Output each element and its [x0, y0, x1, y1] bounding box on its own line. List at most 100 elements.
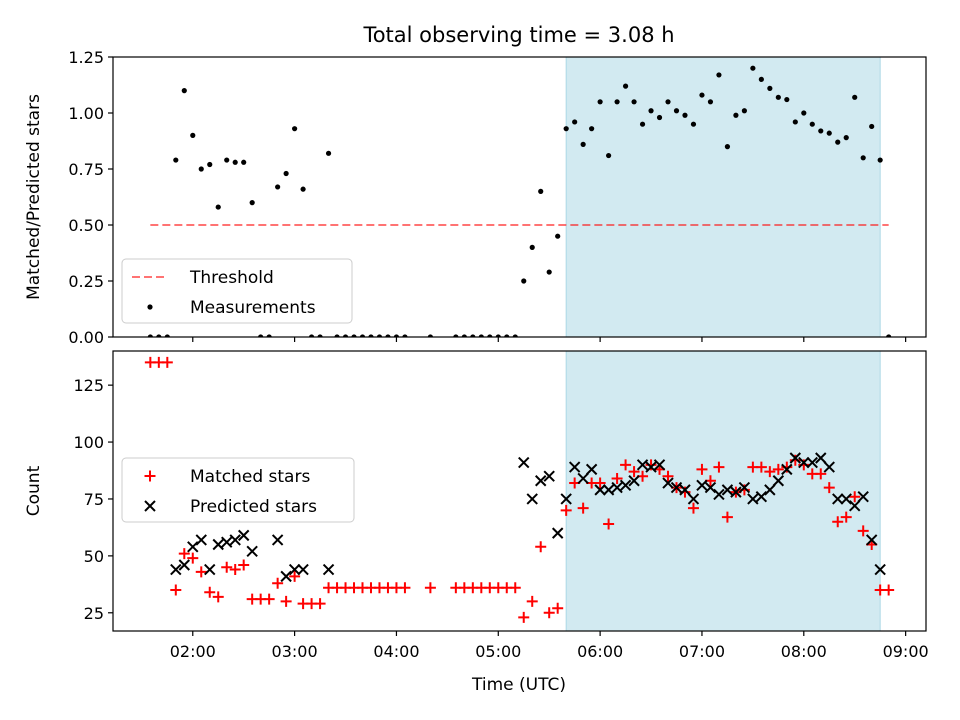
measurement-point [563, 126, 569, 132]
predicted-star-marker [738, 481, 751, 494]
x-tick-label: 09:00 [883, 642, 929, 661]
predicted-star-marker [237, 529, 250, 542]
measurement-point [877, 157, 883, 163]
measurement-point [580, 141, 586, 147]
predicted-star-marker [178, 559, 190, 571]
measurement-point [359, 334, 366, 337]
predicted-star-marker [585, 463, 598, 476]
predicted-star-marker [815, 452, 827, 464]
measurement-point [198, 166, 204, 172]
x-tick-label: 02:00 [170, 642, 216, 661]
measurement-point [750, 65, 756, 71]
matched-star-marker [594, 477, 606, 489]
measurement-point [690, 121, 697, 127]
predicted-star-marker [619, 479, 632, 492]
predicted-star-marker [730, 486, 742, 498]
measurement-point [639, 121, 646, 127]
matched-star-marker [815, 468, 827, 480]
matched-star-marker [526, 595, 538, 607]
measurement-point [393, 334, 400, 337]
predicted-star-marker [543, 470, 555, 482]
predicted-star-marker [636, 459, 649, 471]
matched-star-marker [178, 548, 190, 560]
measurement-point [325, 150, 332, 156]
predicted-star-marker [577, 472, 589, 485]
predicted-star-marker [628, 475, 640, 487]
y-tick-label: 100 [73, 433, 104, 452]
matched-star-marker [399, 582, 411, 594]
predicted-star-marker [764, 484, 776, 496]
predicted-star-marker [645, 461, 657, 473]
measurement-point [512, 334, 518, 337]
matched-star-marker [314, 598, 326, 610]
measurement-point [589, 126, 595, 132]
measurement-point [224, 157, 230, 163]
matched-star-marker [628, 466, 640, 478]
measurement-point [682, 112, 688, 118]
measurement-point [173, 157, 179, 163]
matched-star-marker [713, 461, 725, 473]
legend-frame [121, 457, 355, 523]
matched-star-marker [229, 564, 241, 576]
measurement-point [673, 108, 680, 114]
top-y-axis-label: Matched/Predicted stars [24, 94, 44, 300]
matched-star-marker [764, 466, 776, 478]
measurement-point [614, 99, 620, 105]
measurement-point [843, 135, 849, 141]
matched-star-marker [195, 566, 207, 578]
matched-star-marker [289, 570, 301, 582]
measurement-point [504, 334, 510, 337]
matched-star-marker [772, 463, 784, 475]
measurement-point [767, 85, 773, 91]
measurement-point [818, 128, 824, 134]
measurement-point [376, 334, 383, 337]
measurement-point [470, 334, 476, 337]
predicted-star-marker [662, 477, 674, 489]
measurement-point [716, 72, 722, 78]
measurement-point [427, 334, 433, 337]
measurement-point [555, 233, 561, 239]
measurement-point [665, 99, 671, 105]
x-tick-label: 03:00 [272, 642, 318, 661]
measurement-point [622, 83, 629, 89]
x-axis-label: Time (UTC) [471, 675, 566, 695]
matched-star-marker [509, 582, 521, 594]
measurement-point [317, 334, 323, 337]
measurement-point [300, 186, 306, 192]
matched-star-marker [221, 561, 233, 573]
matched-star-marker [840, 511, 852, 523]
y-tick-label: 1.00 [68, 104, 104, 123]
matched-star-marker [696, 463, 708, 475]
measurement-point [648, 108, 654, 114]
legend-predicted-swatch [144, 500, 156, 512]
measurement-point [249, 200, 255, 206]
predicted-star-marker [611, 481, 623, 494]
measurement-point [368, 334, 374, 337]
matched-star-marker [543, 607, 555, 619]
bottom-legend: Matched stars Predicted stars [121, 457, 355, 523]
x-tick-label: 06:00 [577, 642, 623, 661]
predicted-star-marker [721, 484, 734, 496]
measurement-point [835, 139, 841, 145]
y-tick-label: 25 [84, 604, 104, 623]
measurement-point [258, 334, 264, 337]
measurement-point [207, 161, 213, 168]
predicted-star-marker [170, 563, 182, 576]
y-tick-label: 0.00 [68, 328, 104, 347]
matched-star-marker [212, 591, 224, 603]
y-tick-label: 0.25 [68, 272, 104, 291]
measurement-point [275, 184, 281, 190]
predicted-star-marker [679, 484, 691, 496]
predicted-star-marker [560, 493, 572, 505]
matched-star-marker [170, 584, 182, 596]
measurement-point [869, 123, 875, 130]
figure-title: Total observing time = 3.08 h [362, 23, 674, 47]
predicted-star-marker [594, 484, 606, 496]
legend-matched-swatch [144, 470, 156, 482]
predicted-star-marker [288, 563, 301, 576]
matched-star-marker [857, 525, 869, 537]
matched-star-marker [832, 516, 844, 528]
matched-star-marker [687, 502, 699, 514]
matched-star-marker [161, 356, 173, 368]
